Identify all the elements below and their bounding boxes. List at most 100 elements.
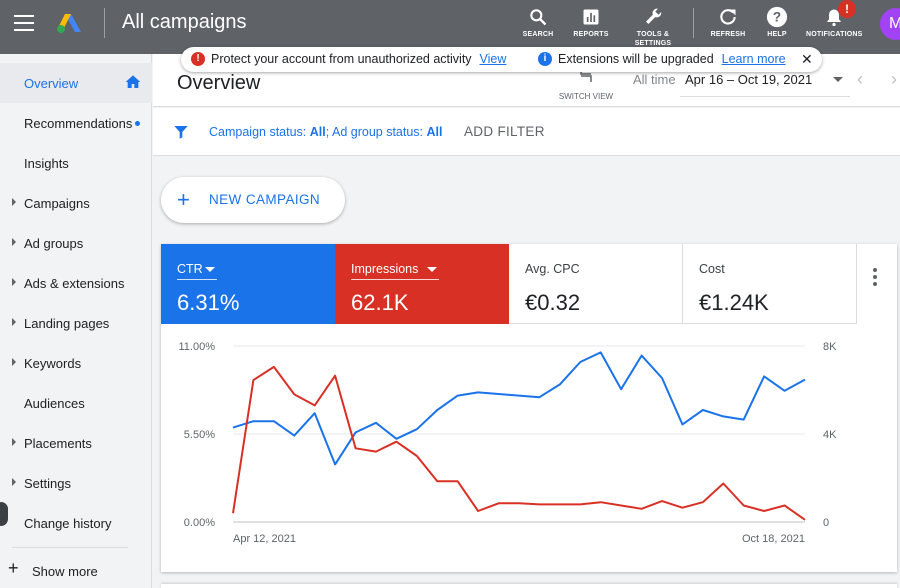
account-alert-banner: ! Protect your account from unauthorized… — [181, 47, 822, 72]
sidebar-item-label: Ads & extensions — [24, 276, 125, 291]
metric-avg-cpc[interactable]: Avg. CPC €0.32 — [509, 244, 683, 324]
new-campaign-button[interactable]: + NEW CAMPAIGN — [161, 177, 345, 223]
sidebar-item-change-history[interactable]: Change history — [0, 503, 152, 543]
extensions-alert-text: Extensions will be upgraded — [558, 52, 714, 66]
y-left-tick-label: 11.00% — [179, 341, 216, 353]
metric-ctr[interactable]: CTR 6.31% — [161, 244, 335, 324]
sidebar-item-label: Campaigns — [24, 196, 90, 211]
performance-chart: 11.00% 5.50% 0.00% 8K 4K 0 Apr 12, 2021 Oct 18,… — [179, 341, 838, 545]
sidebar-item-label: Landing pages — [24, 316, 110, 331]
sidebar-item-insights[interactable]: Insights — [0, 143, 152, 183]
metric-impressions[interactable]: Impressions 62.1K — [335, 244, 509, 324]
metric-label: CTR — [177, 262, 203, 276]
sidebar-item-recommendations[interactable]: Recommendations — [0, 103, 152, 143]
overview-title: Overview — [177, 72, 261, 94]
security-alert-text: Protect your account from unauthorized a… — [211, 52, 472, 66]
sidebar-item-landing-pages[interactable]: Landing pages — [0, 303, 152, 343]
avatar[interactable]: M — [880, 8, 900, 40]
security-alert: ! Protect your account from unauthorized… — [191, 52, 506, 66]
metric-value: 62.1K — [351, 290, 409, 315]
campaign-status-value: All — [309, 125, 326, 139]
metric-label: Cost — [699, 262, 725, 276]
metric-cost[interactable]: Cost €1.24K — [683, 244, 857, 324]
sidebar-item-campaigns[interactable]: Campaigns — [0, 183, 152, 223]
date-range-selector[interactable]: Apr 16 – Oct 19, 2021 — [685, 72, 813, 87]
active-filters[interactable]: Campaign status: All; Ad group status: A… — [209, 125, 442, 139]
campaign-status-label: Campaign status: — [209, 125, 310, 139]
expand-caret-icon — [12, 358, 16, 366]
previous-period-icon[interactable]: ‹ — [857, 69, 863, 89]
search-button[interactable]: SEARCH — [510, 4, 566, 39]
wrench-icon — [625, 4, 681, 30]
date-range-label: All time — [633, 72, 676, 87]
svg-text:?: ? — [773, 10, 781, 25]
tools-settings-button[interactable]: TOOLS & SETTINGS — [625, 4, 681, 48]
metric-label: Impressions — [351, 262, 419, 276]
x-tick-label: Apr 12, 2021 — [233, 533, 296, 545]
sidebar-collapse-handle[interactable] — [0, 502, 8, 526]
sidebar-item-ad-groups[interactable]: Ad groups — [0, 223, 152, 263]
help-label: HELP — [767, 31, 787, 38]
chevron-down-icon[interactable] — [833, 77, 843, 82]
reports-label: REPORTS — [573, 31, 609, 38]
reports-icon — [563, 4, 619, 30]
plus-icon: + — [8, 558, 19, 578]
extensions-alert: i Extensions will be upgraded Learn more — [538, 52, 786, 66]
error-icon: ! — [191, 52, 205, 66]
view-link[interactable]: View — [479, 52, 507, 66]
chevron-down-icon[interactable] — [427, 267, 437, 272]
expand-caret-icon — [12, 318, 16, 326]
chevron-down-icon[interactable] — [205, 267, 215, 272]
sidebar-item-label: Recommendations — [24, 116, 133, 131]
date-range-underline — [680, 96, 850, 97]
sidebar: Overview Recommendations Insights Campai… — [0, 54, 152, 588]
toolbar-divider — [693, 8, 694, 38]
help-icon: ? — [749, 4, 805, 30]
home-icon — [125, 75, 141, 88]
metric-underline — [177, 279, 217, 280]
next-period-icon[interactable]: › — [891, 69, 897, 89]
filter-icon[interactable] — [173, 124, 189, 140]
plus-icon: + — [177, 187, 190, 212]
sidebar-item-label: Audiences — [24, 396, 85, 411]
reports-button[interactable]: REPORTS — [563, 4, 619, 39]
notifications-button[interactable]: NOTIFICATIONS — [806, 4, 862, 39]
recommendations-dot — [135, 121, 140, 126]
help-button[interactable]: ? HELP — [749, 4, 805, 39]
title-divider — [104, 8, 105, 38]
sidebar-item-overview[interactable]: Overview — [0, 63, 152, 103]
add-filter-button[interactable]: ADD FILTER — [464, 124, 545, 139]
google-ads-logo[interactable] — [56, 12, 82, 34]
switch-view-label: SWITCH VIEW — [558, 92, 614, 101]
notifications-label: NOTIFICATIONS — [806, 31, 863, 38]
sidebar-item-keywords[interactable]: Keywords — [0, 343, 152, 383]
sidebar-item-settings[interactable]: Settings — [0, 463, 152, 503]
learn-more-link[interactable]: Learn more — [721, 52, 786, 66]
menu-icon[interactable] — [14, 15, 34, 31]
sidebar-item-audiences[interactable]: Audiences — [0, 383, 152, 423]
metric-label: Avg. CPC — [525, 262, 580, 276]
more-options-icon[interactable] — [873, 268, 877, 289]
expand-caret-icon — [12, 438, 16, 446]
expand-caret-icon — [12, 198, 16, 206]
close-icon[interactable]: ✕ — [801, 51, 813, 67]
sidebar-item-ads-extensions[interactable]: Ads & extensions — [0, 263, 152, 303]
performance-card: CTR 6.31% Impressions 62.1K Avg. CPC €0.… — [161, 244, 897, 572]
search-icon — [510, 4, 566, 30]
next-card-strip — [161, 584, 897, 588]
expand-caret-icon — [12, 478, 16, 486]
new-campaign-label: NEW CAMPAIGN — [209, 192, 321, 207]
main-content: Overview SWITCH VIEW All time Apr 16 – O… — [153, 54, 900, 588]
refresh-button[interactable]: REFRESH — [700, 4, 756, 39]
y-left-tick-label: 0.00% — [184, 517, 215, 529]
expand-caret-icon — [12, 278, 16, 286]
adgroup-status-label: ; Ad group status: — [325, 125, 427, 139]
bell-icon — [806, 4, 862, 30]
metric-value: €0.32 — [525, 290, 581, 315]
tools-settings-label: TOOLS & SETTINGS — [634, 31, 672, 47]
sidebar-item-placements[interactable]: Placements — [0, 423, 152, 463]
notification-badge: ! — [838, 0, 856, 18]
y-left-tick-label: 5.50% — [184, 429, 215, 441]
series-line-impressions — [232, 365, 806, 521]
refresh-icon — [700, 4, 756, 30]
